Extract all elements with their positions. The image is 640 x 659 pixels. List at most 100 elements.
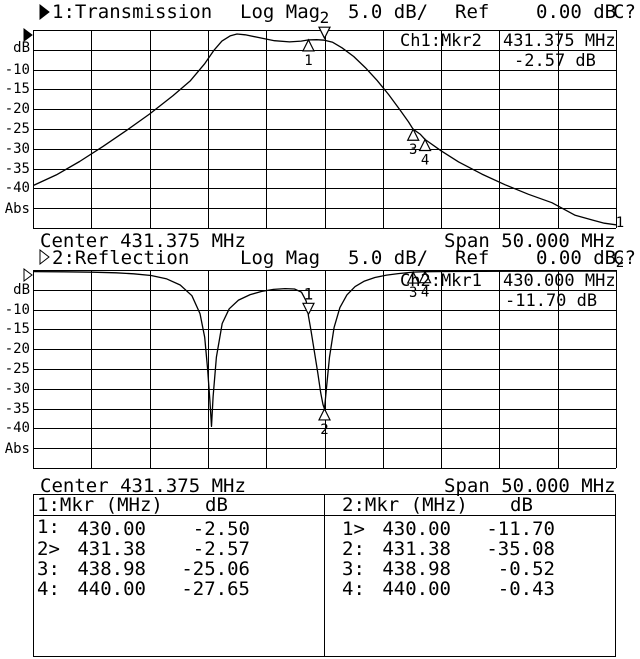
marker-value: -35.08 xyxy=(486,538,555,560)
marker-2-active: 2 xyxy=(318,8,331,40)
ch1-scale-per-div: 5.0 dB/ xyxy=(348,1,429,23)
ch2-ytick: -25 xyxy=(4,361,30,377)
table-row: 2: 431.38 -35.08 xyxy=(342,538,555,560)
table2-unit: dB xyxy=(510,494,533,516)
marker-1: 1 xyxy=(301,38,315,69)
ch1-ref-label: Ref xyxy=(455,1,490,23)
trace-number-label: 1 xyxy=(616,215,624,231)
table-row: 3: 438.98 -0.52 xyxy=(342,558,555,580)
ch1-span: Span 50.000 MHz xyxy=(444,230,616,252)
marker-freq: 430.00 xyxy=(77,518,146,540)
ref-level-arrow xyxy=(23,28,33,42)
ch1-ytick: -40 xyxy=(4,180,30,196)
marker-id: 4: xyxy=(342,578,365,600)
marker-4: 4 xyxy=(418,138,432,168)
ch2-ytick: -40 xyxy=(4,420,30,436)
table-row: 1: 430.00 -2.50 xyxy=(37,516,250,541)
table-row: 1> 430.00 -11.70 xyxy=(342,518,555,540)
marker-1-active: 1 xyxy=(301,284,315,316)
ch2-readout-freq: 430.000 MHz xyxy=(503,271,616,291)
marker-freq: 440.00 xyxy=(382,578,451,600)
marker-freq: 431.38 xyxy=(382,538,451,560)
marker-3: 3 xyxy=(406,270,420,301)
marker-label: 2 xyxy=(320,8,330,27)
marker-value: -2.50 xyxy=(192,518,250,540)
ref-level-arrow xyxy=(23,268,33,282)
ch2-title: 2:Reflection xyxy=(52,247,190,269)
ch2-center-freq: Center 431.375 MHz xyxy=(40,475,246,497)
marker-label: 4 xyxy=(421,285,429,301)
ch1-ytick: -35 xyxy=(4,161,30,177)
ch2-y-bottom-label: Abs xyxy=(4,441,30,457)
marker-value: -27.65 xyxy=(181,578,250,600)
ch2-ytick: -15 xyxy=(4,321,30,337)
ch2-measurement-format: Log Mag xyxy=(240,247,321,269)
ch1-ytick: -20 xyxy=(4,101,30,117)
ch1-center-freq: Center 431.375 MHz xyxy=(40,230,246,252)
ch1-cal-annunciator: C? xyxy=(613,1,636,23)
table-row: 2> 431.38 -2.57 xyxy=(37,538,250,560)
ch1-title: 1:Transmission xyxy=(52,1,213,23)
ch2-readout-source: Ch2:Mkr1 xyxy=(400,271,482,291)
ch2-span: Span 50.000 MHz xyxy=(444,475,616,497)
ch1-readout-source: Ch1:Mkr2 xyxy=(400,31,482,51)
table2-header: 2:Mkr (MHz) xyxy=(342,494,468,516)
table-row: 3: 438.98 -25.06 xyxy=(37,558,250,580)
marker-label: 3 xyxy=(409,285,417,301)
ch2-ytick: -10 xyxy=(4,302,30,318)
marker-id: 2> xyxy=(37,538,60,560)
marker-id: 4: xyxy=(37,578,60,600)
trace-number-label: 2 xyxy=(616,255,624,271)
marker-freq: 430.00 xyxy=(382,518,451,540)
table1-header: 1:Mkr (MHz) xyxy=(37,494,163,516)
marker-id: 3: xyxy=(342,558,365,580)
trace-2 xyxy=(33,270,616,428)
marker-label: 2 xyxy=(320,422,328,438)
ch1-readout-value: -2.57 dB xyxy=(514,51,596,71)
ch1-ytick: -15 xyxy=(4,81,30,97)
marker-id: 1: xyxy=(37,516,60,538)
ch1-ytick: -10 xyxy=(4,62,30,78)
ch2-cal-annunciator: C? xyxy=(613,247,636,269)
marker-id: 1> xyxy=(342,518,365,540)
channel-active-arrow xyxy=(39,248,50,266)
marker-value: -25.06 xyxy=(181,558,250,580)
ch1-ytick: -30 xyxy=(4,141,30,157)
marker-table-header-underline xyxy=(33,515,616,516)
ch2-y-unit: dB xyxy=(13,282,30,298)
ch1-ref-value: 0.00 dB xyxy=(536,1,617,23)
marker-label: 4 xyxy=(421,152,429,168)
marker-value: -11.70 xyxy=(486,518,555,540)
table-row: 4: 440.00 -0.43 xyxy=(342,578,555,600)
marker-id: 3: xyxy=(37,558,60,580)
ch2-ref-label: Ref xyxy=(455,247,490,269)
marker-value: -2.57 xyxy=(192,538,250,560)
table-row: 4: 440.00 -27.65 xyxy=(37,578,250,600)
ch1-readout-freq: 431.375 MHz xyxy=(503,31,616,51)
marker-freq: 440.00 xyxy=(77,578,146,600)
ch2-ytick: -20 xyxy=(4,341,30,357)
marker-table-divider xyxy=(324,494,325,657)
ch2-ref-value: 0.00 dB xyxy=(536,247,617,269)
ch2-readout-value: -11.70 dB xyxy=(505,291,598,311)
chart-1: 1 2 34 1 xyxy=(23,3,624,231)
marker-value: -0.52 xyxy=(497,558,555,580)
grid xyxy=(33,30,617,229)
marker-id: 2: xyxy=(342,538,365,560)
ch1-y-bottom-label: Abs xyxy=(4,201,30,217)
ch1-y-unit: dB xyxy=(13,40,30,56)
marker-freq: 438.98 xyxy=(77,558,146,580)
table1-unit: dB xyxy=(205,494,228,516)
ch2-ytick: -30 xyxy=(4,381,30,397)
chart-2: 1 2 3 4 2 xyxy=(23,248,624,469)
ch1-measurement-format: Log Mag xyxy=(240,1,321,23)
trace-1 xyxy=(33,33,616,226)
marker-label: 1 xyxy=(304,53,312,69)
ch2-ytick: -35 xyxy=(4,401,30,417)
marker-2: 2 xyxy=(318,407,331,438)
marker-freq: 438.98 xyxy=(382,558,451,580)
marker-freq: 431.38 xyxy=(77,538,146,560)
marker-3: 3 xyxy=(406,127,420,158)
